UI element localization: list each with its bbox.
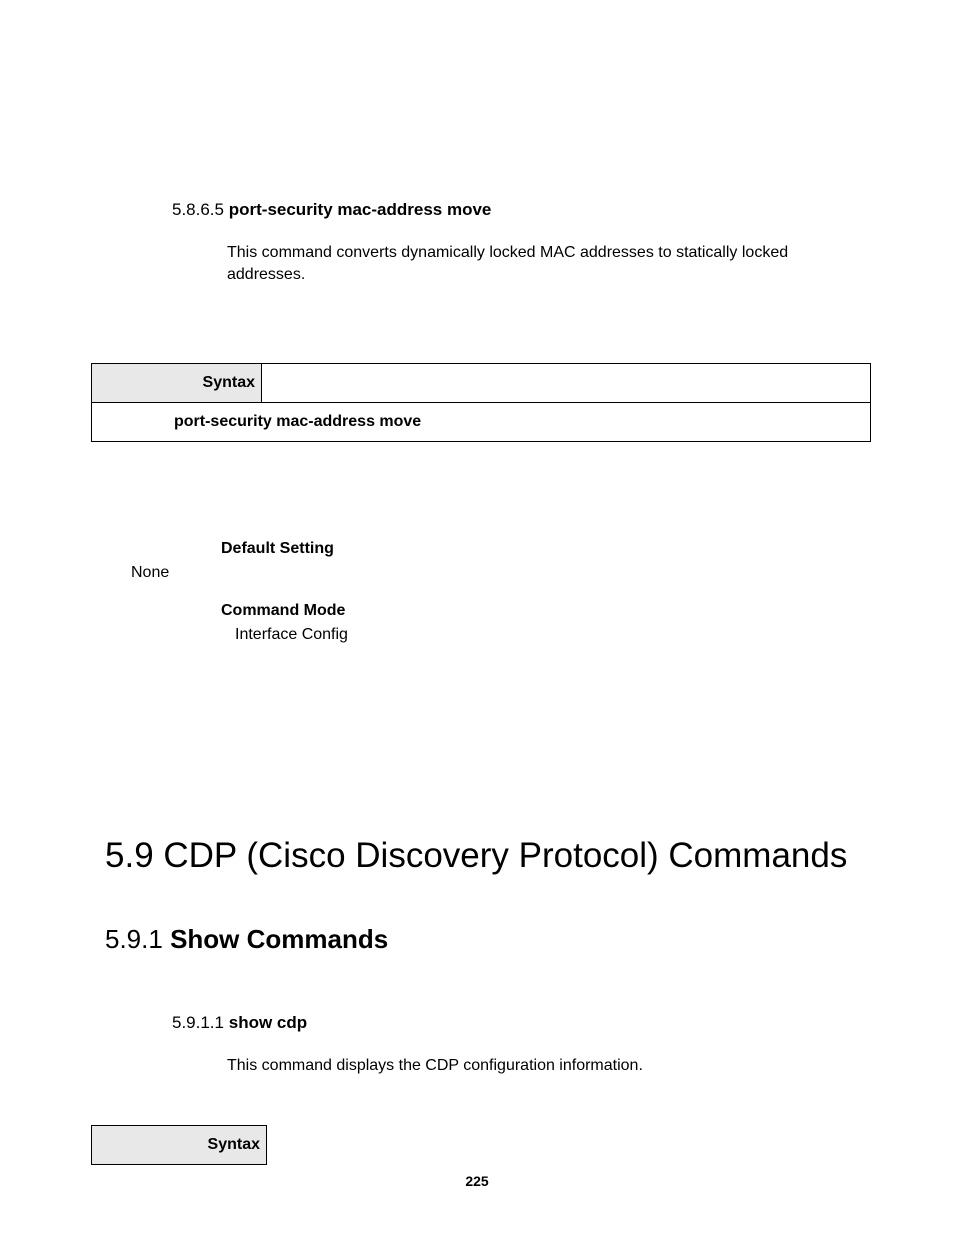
item-heading: 5.9.1.1 show cdp bbox=[172, 1013, 869, 1033]
default-setting-value: None bbox=[131, 564, 869, 582]
syntax-box: Syntax port-security mac-address move bbox=[91, 363, 871, 442]
item-description: This command displays the CDP configurat… bbox=[227, 1055, 869, 1077]
syntax-command: port-security mac-address move bbox=[92, 403, 870, 441]
page-number: 225 bbox=[0, 1173, 954, 1189]
default-setting-label: Default Setting bbox=[221, 540, 869, 558]
syntax-label-small: Syntax bbox=[92, 1126, 266, 1164]
syntax-header-spacer bbox=[262, 364, 870, 403]
item-number: 5.9.1.1 bbox=[172, 1013, 224, 1032]
command-mode-label: Command Mode bbox=[221, 602, 869, 620]
command-number: 5.8.6.5 bbox=[172, 200, 224, 219]
subsection-title: Show Commands bbox=[170, 924, 388, 954]
syntax-header-row: Syntax bbox=[92, 364, 870, 403]
subsection-number: 5.9.1 bbox=[105, 924, 163, 954]
command-title: port-security mac-address move bbox=[229, 200, 492, 219]
document-page: 5.8.6.5 port-security mac-address move T… bbox=[0, 0, 954, 1235]
syntax-box-small: Syntax bbox=[91, 1125, 267, 1165]
syntax-label: Syntax bbox=[92, 364, 262, 403]
command-mode-value: Interface Config bbox=[235, 626, 869, 644]
section-heading: 5.9 CDP (Cisco Discovery Protocol) Comma… bbox=[105, 834, 869, 878]
command-description: This command converts dynamically locked… bbox=[227, 242, 869, 287]
item-title: show cdp bbox=[229, 1013, 307, 1032]
command-heading: 5.8.6.5 port-security mac-address move bbox=[172, 200, 869, 220]
subsection-heading: 5.9.1 Show Commands bbox=[105, 924, 869, 955]
default-setting-block: Default Setting None Command Mode Interf… bbox=[85, 540, 869, 644]
